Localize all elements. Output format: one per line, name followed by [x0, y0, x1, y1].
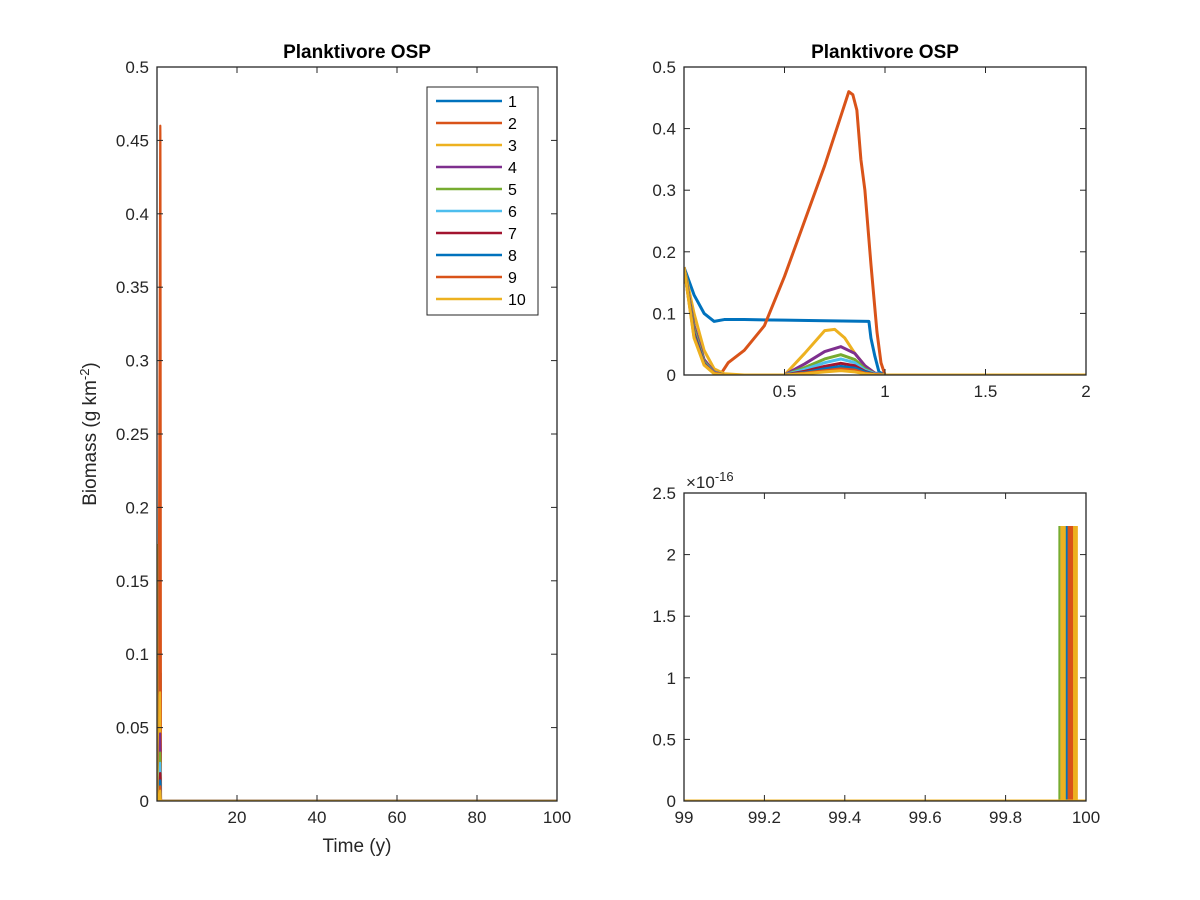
- bottom-right-x-tick-label: 99: [675, 808, 694, 827]
- left-y-tick-label: 0.3: [125, 352, 149, 371]
- top-right-y-tick-label: 0.1: [652, 304, 676, 323]
- left-x-axis-label: Time (y): [323, 836, 392, 857]
- left-axes-box: [156, 66, 558, 802]
- left-y-axis-label-end: ): [80, 362, 101, 368]
- left-ticks: 20 40 60 80 100 0 0.05 0.1 0.15 0.2 0.25 0.3 0.35 0.4…: [116, 58, 571, 827]
- bottom-right-x-tick-label: 99.8: [989, 808, 1022, 827]
- legend-label-6: 6: [508, 204, 517, 221]
- bottom-right-y-tick-label: 1: [667, 669, 676, 688]
- bottom-right-x-tick-label: 100: [1072, 808, 1100, 827]
- top-right-y-tick-label: 0.2: [652, 243, 676, 262]
- top-right-x-tick-label: 1.5: [974, 382, 998, 401]
- top-right-plot-area: [684, 67, 1086, 375]
- bottom-right-series-line-10: [684, 525, 1086, 801]
- top-right-axes-box: [683, 66, 1087, 376]
- left-y-axis-label-sup: -2: [77, 369, 92, 381]
- bottom-right-x-tick-label: 99.6: [909, 808, 942, 827]
- legend-label-10: 10: [508, 292, 526, 309]
- left-axes: 20 40 60 80 100 0 0.05 0.1 0.15 0.2 0.25 0.3 0.35 0.4…: [77, 42, 572, 857]
- bottom-right-y-tick-label: 1.5: [652, 607, 676, 626]
- bottom-right-exponent-label: ×10-16: [686, 469, 734, 493]
- top-right-y-tick-label: 0.3: [652, 181, 676, 200]
- left-y-axis-label-main: Biomass (g km: [80, 380, 101, 506]
- left-y-tick-label: 0.25: [116, 425, 149, 444]
- left-y-tick-label: 0.15: [116, 572, 149, 591]
- top-right-x-tick-label: 2: [1081, 382, 1090, 401]
- left-x-tick-label: 20: [228, 808, 247, 827]
- top-right-y-tick-label: 0.4: [652, 120, 676, 139]
- left-y-tick-label: 0.45: [116, 131, 149, 150]
- legend-entries: 1 2 3 4 5 6 7 8 9 10: [436, 94, 526, 309]
- exponent-base: ×10: [686, 473, 715, 492]
- top-right-x-tick-label: 0.5: [773, 382, 797, 401]
- legend-label-1: 1: [508, 94, 517, 111]
- bottom-right-y-tick-label: 2.5: [652, 484, 676, 503]
- top-right-chart-title: Planktivore OSP: [811, 42, 959, 63]
- bottom-right-plot-area: [684, 493, 1086, 801]
- legend-label-4: 4: [508, 160, 517, 177]
- bottom-right-y-tick-label: 0: [667, 792, 676, 811]
- legend-label-9: 9: [508, 270, 517, 287]
- top-right-axes: 0.5 1 1.5 2 0 0.1 0.2 0.3 0.4 0.5 Planktivore OSP: [652, 42, 1090, 401]
- legend-label-7: 7: [508, 226, 517, 243]
- left-chart-title: Planktivore OSP: [283, 42, 431, 63]
- left-x-tick-label: 60: [388, 808, 407, 827]
- left-x-tick-label: 80: [468, 808, 487, 827]
- exponent-power: -16: [715, 469, 734, 484]
- bottom-right-series-line-9: [684, 525, 1086, 801]
- legend-label-2: 2: [508, 116, 517, 133]
- bottom-right-series-line-8: [684, 525, 1086, 801]
- top-right-x-tick-label: 1: [880, 382, 889, 401]
- left-y-tick-label: 0.05: [116, 719, 149, 738]
- left-y-tick-label: 0.35: [116, 278, 149, 297]
- bottom-right-y-tick-label: 2: [667, 546, 676, 565]
- bottom-right-y-tick-label: 0.5: [652, 730, 676, 749]
- bottom-right-series-line-3: [684, 525, 1086, 801]
- top-right-y-tick-label: 0.5: [652, 58, 676, 77]
- bottom-right-x-tick-label: 99.2: [748, 808, 781, 827]
- legend-box: [426, 86, 539, 316]
- top-right-y-tick-label: 0: [667, 366, 676, 385]
- left-x-tick-label: 100: [543, 808, 571, 827]
- left-y-tick-label: 0.2: [125, 498, 149, 517]
- bottom-right-x-tick-label: 99.4: [828, 808, 861, 827]
- left-y-tick-label: 0.1: [125, 645, 149, 664]
- bottom-right-series-group: [684, 525, 1086, 801]
- legend-label-3: 3: [508, 138, 517, 155]
- left-y-tick-label: 0: [140, 792, 149, 811]
- bottom-right-axes-box: [683, 492, 1087, 802]
- left-y-axis-label: Biomass (g km-2): [77, 362, 102, 506]
- bottom-right-ticks: 99 99.2 99.4 99.6 99.8 100 0 0.5 1 1.5 2 2.5: [652, 484, 1100, 827]
- legend-label-5: 5: [508, 182, 517, 199]
- bottom-right-axes: 99 99.2 99.4 99.6 99.8 100 0 0.5 1 1.5 2 2.5 ×10-16: [652, 469, 1100, 828]
- left-y-tick-label: 0.5: [125, 58, 149, 77]
- left-y-tick-label: 0.4: [125, 205, 149, 224]
- left-x-tick-label: 40: [308, 808, 327, 827]
- legend: 1 2 3 4 5 6 7 8 9 10: [426, 86, 539, 316]
- legend-label-8: 8: [508, 248, 517, 265]
- top-right-series-line-1: [684, 266, 1086, 375]
